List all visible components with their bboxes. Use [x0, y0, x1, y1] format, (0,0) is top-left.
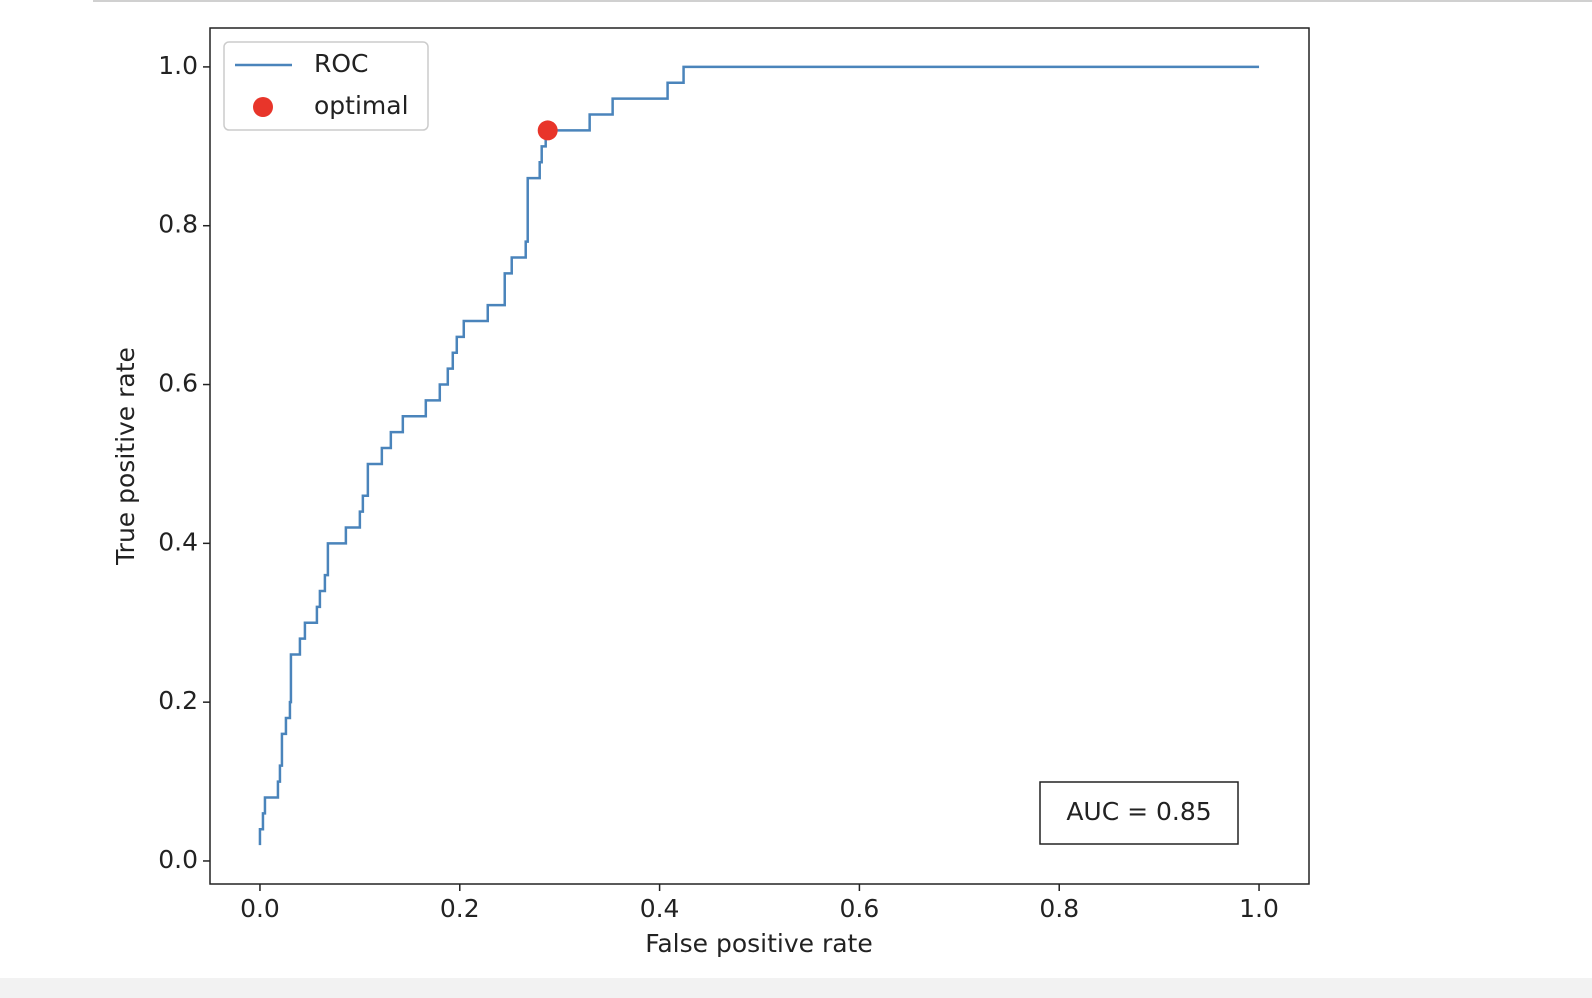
scatter-point	[537, 120, 558, 141]
footer-strip	[0, 978, 1592, 998]
annotation-box	[1039, 781, 1239, 845]
x-tick-label: 0.6	[840, 894, 880, 923]
annotation: AUC = 0.85	[1066, 797, 1211, 826]
legend-label: optimal	[314, 91, 409, 120]
roc-line	[258, 65, 1260, 846]
y-tick-label: 0.0	[158, 845, 198, 874]
y-tick-label: 0.6	[158, 369, 198, 398]
plot-frame	[209, 27, 1310, 885]
y-tick-label: 1.0	[158, 51, 198, 80]
y-tick-label: 0.4	[158, 527, 198, 556]
x-axis-label: False positive rate	[645, 929, 873, 958]
x-tick-label: 0.2	[440, 894, 480, 923]
legend-label: ROC	[314, 49, 369, 78]
legend-marker	[253, 97, 273, 117]
y-tick-label: 0.2	[158, 686, 198, 715]
y-tick-label: 0.8	[158, 210, 198, 239]
x-tick-label: 0.0	[240, 894, 280, 923]
y-axis-label: True positive rate	[111, 347, 140, 566]
x-tick-label: 1.0	[1239, 894, 1279, 923]
x-tick-label: 0.4	[640, 894, 680, 923]
x-tick-label: 0.8	[1039, 894, 1079, 923]
